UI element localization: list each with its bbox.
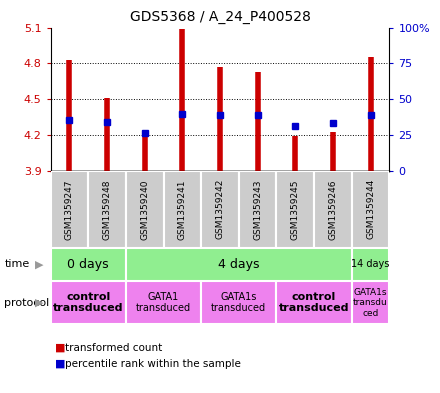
Bar bbox=[126, 281, 201, 324]
Bar bbox=[201, 281, 276, 324]
Bar bbox=[126, 248, 352, 281]
Text: GSM1359244: GSM1359244 bbox=[366, 179, 375, 239]
Text: ■: ■ bbox=[55, 358, 66, 369]
Title: GDS5368 / A_24_P400528: GDS5368 / A_24_P400528 bbox=[129, 10, 311, 24]
Bar bbox=[314, 171, 352, 248]
Text: GATA1s
transduced: GATA1s transduced bbox=[211, 292, 266, 313]
Bar bbox=[352, 171, 389, 248]
Bar bbox=[352, 281, 389, 324]
Text: 0 days: 0 days bbox=[67, 258, 109, 271]
Bar bbox=[51, 281, 126, 324]
Bar bbox=[239, 171, 276, 248]
Text: GATA1s
transdu
ced: GATA1s transdu ced bbox=[353, 288, 388, 318]
Text: control
transduced: control transduced bbox=[53, 292, 124, 313]
Text: control
transduced: control transduced bbox=[279, 292, 349, 313]
Text: GSM1359241: GSM1359241 bbox=[178, 179, 187, 239]
Text: GSM1359240: GSM1359240 bbox=[140, 179, 149, 239]
Text: transformed count: transformed count bbox=[65, 343, 162, 353]
Text: protocol: protocol bbox=[4, 298, 50, 308]
Bar bbox=[88, 171, 126, 248]
Text: ▶: ▶ bbox=[34, 259, 43, 270]
Bar bbox=[51, 248, 126, 281]
Text: GSM1359245: GSM1359245 bbox=[291, 179, 300, 239]
Bar bbox=[201, 171, 239, 248]
Text: GATA1
transduced: GATA1 transduced bbox=[136, 292, 191, 313]
Text: percentile rank within the sample: percentile rank within the sample bbox=[65, 358, 241, 369]
Bar bbox=[51, 171, 88, 248]
Bar bbox=[276, 171, 314, 248]
Bar bbox=[352, 248, 389, 281]
Bar bbox=[164, 171, 201, 248]
Text: ■: ■ bbox=[55, 343, 66, 353]
Text: 4 days: 4 days bbox=[218, 258, 260, 271]
Text: GSM1359247: GSM1359247 bbox=[65, 179, 74, 239]
Text: ▶: ▶ bbox=[34, 298, 43, 308]
Text: GSM1359242: GSM1359242 bbox=[216, 179, 224, 239]
Text: GSM1359248: GSM1359248 bbox=[103, 179, 112, 239]
Text: 14 days: 14 days bbox=[352, 259, 390, 269]
Text: time: time bbox=[4, 259, 29, 270]
Text: GSM1359246: GSM1359246 bbox=[328, 179, 337, 239]
Bar bbox=[276, 281, 352, 324]
Text: GSM1359243: GSM1359243 bbox=[253, 179, 262, 239]
Bar bbox=[126, 171, 164, 248]
